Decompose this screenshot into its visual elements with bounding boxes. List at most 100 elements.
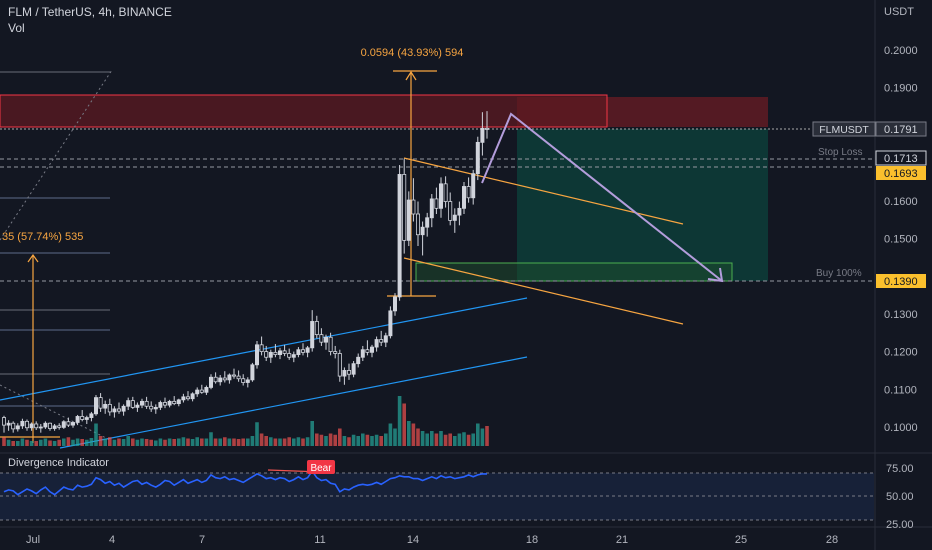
candle-body (342, 370, 347, 377)
volume-bar (457, 433, 462, 446)
volume-bar (34, 441, 38, 446)
candlestick-series (2, 111, 489, 433)
candle-body (158, 402, 163, 408)
volume-bar (301, 438, 305, 446)
fib-trend-line (0, 69, 113, 241)
candle-body (296, 349, 301, 356)
volume-bar (425, 433, 429, 446)
volume-bar (121, 439, 126, 446)
volume-bar (296, 437, 301, 446)
candle-body (222, 377, 227, 381)
volume-bar (80, 439, 84, 446)
volume-bar (190, 439, 195, 446)
measure-top-arrow (405, 70, 417, 81)
measure-left-label: 35 (57.74%) 535 (2, 231, 83, 243)
candle-body (130, 400, 135, 408)
projection-arrow[interactable] (481, 112, 723, 282)
price-tick-label: 0.1100 (884, 384, 917, 396)
volume-bar (149, 439, 153, 446)
last-price-box (875, 121, 927, 137)
candle-body (218, 377, 223, 383)
volume-bar (466, 434, 471, 446)
candle-body (360, 349, 365, 358)
volume-bar (292, 438, 296, 446)
volume-bar (264, 436, 268, 446)
time-tick-label: 14 (407, 534, 419, 546)
vol-label[interactable]: Vol (8, 21, 25, 35)
candle-body (24, 420, 29, 429)
candle-body (250, 364, 255, 381)
measure-top-label: 0.0594 (43.93%) 594 (361, 47, 464, 59)
candle-body (346, 370, 351, 375)
volume-bar (52, 441, 57, 446)
volume-bar (75, 438, 80, 446)
time-tick-label: 21 (616, 534, 628, 546)
volume-bar (117, 438, 121, 446)
candle-body (452, 214, 457, 221)
candle-body (420, 226, 425, 236)
volume-bar (135, 439, 140, 446)
price-axis[interactable]: 0.2000 0.1900 0.1600 0.1500 0.1300 0.1200 0.11… (884, 45, 918, 434)
volume-bar (315, 433, 319, 446)
volume-bar (365, 434, 370, 446)
indicator-band (0, 473, 874, 520)
candle-body (328, 336, 333, 352)
symbol-title[interactable]: FLM / TetherUS, 4h, BINANCE (8, 5, 172, 19)
price-tick-label: 0.1200 (884, 347, 918, 359)
volume-bar (356, 436, 360, 446)
volume-bar (411, 423, 416, 446)
candle-body (117, 408, 122, 412)
candle-body (429, 198, 434, 219)
candle-body (80, 416, 85, 420)
measure-left-arrow (27, 253, 39, 263)
buy-text: Buy 100% (816, 268, 862, 279)
volume-bar (342, 436, 347, 446)
channel-lower[interactable] (59, 356, 528, 449)
volume-bar (108, 437, 112, 446)
volume-bar (416, 428, 420, 446)
volume-bar (186, 438, 190, 446)
candle-body (388, 310, 393, 337)
time-axis[interactable]: Jul 4 7 11 14 18 21 25 28 (26, 534, 838, 546)
candle-body (34, 423, 39, 429)
indicator-title: Divergence Indicator (8, 457, 109, 469)
volume-bar (347, 437, 351, 446)
volume-bar (131, 438, 135, 446)
volume-bar (126, 436, 130, 446)
resistance-zone[interactable] (0, 94, 608, 128)
candle-body (351, 363, 356, 375)
volume-bar (158, 438, 163, 446)
candle-body (337, 353, 342, 377)
volume-bar (112, 439, 117, 446)
candle-body (300, 349, 305, 353)
stop-loss-box (875, 150, 927, 166)
volume-bar (154, 440, 158, 446)
volume-bar (351, 434, 356, 446)
volume-bar (66, 437, 71, 446)
time-tick-label: 25 (735, 534, 747, 546)
profit-zone[interactable] (517, 129, 768, 281)
volume-bar (476, 423, 480, 446)
wedge-lower[interactable] (403, 257, 684, 325)
candle-body (365, 349, 370, 353)
candle-body (333, 351, 338, 354)
candle-body (121, 405, 126, 412)
candle-body (29, 423, 34, 429)
volume-bar (39, 439, 43, 446)
volume-bar (402, 403, 406, 446)
candle-body (323, 336, 328, 343)
volume-bar (310, 421, 314, 446)
volume-bar (213, 438, 218, 446)
candle-body (434, 198, 439, 209)
candle-body (144, 400, 149, 407)
candle-body (6, 422, 11, 426)
candle-body (135, 404, 140, 408)
volume-bar (397, 396, 402, 446)
oscillator-line[interactable] (3, 469, 487, 496)
stop-loss-value: 0.1713 (884, 153, 918, 165)
volume-bar (338, 428, 342, 446)
candle-body (254, 344, 259, 366)
bear-badge-label: Bear (310, 463, 332, 474)
candle-body (406, 199, 411, 241)
